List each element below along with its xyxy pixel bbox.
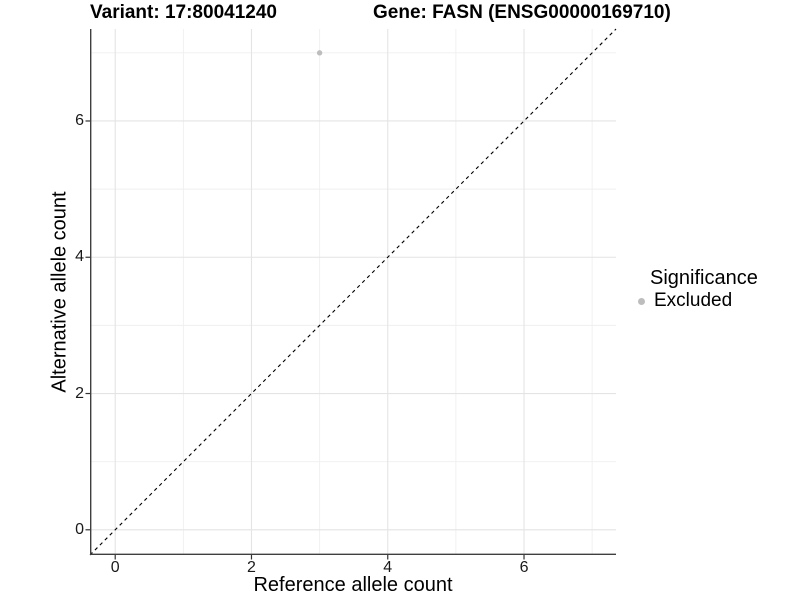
x-axis-title: Reference allele count — [253, 574, 453, 596]
plot-panel — [85, 28, 617, 560]
y-axis-title: Alternative allele count — [48, 191, 71, 393]
identity-reference-line — [89, 28, 617, 556]
x-tick-label: 4 — [383, 559, 393, 576]
y-tick-label: 0 — [75, 520, 84, 538]
excluded-point-icon — [637, 297, 645, 305]
axis-lines — [90, 29, 616, 555]
legend: Significance Excluded — [632, 267, 758, 312]
plot-title-gene: Gene: FASN (ENSG00000169710) — [373, 2, 671, 23]
legend-title: Significance — [650, 267, 758, 289]
legend-item-excluded: Excluded — [632, 290, 758, 312]
legend-item-label: Excluded — [654, 290, 733, 311]
plot-title-variant: Variant: 17:80041240 — [90, 2, 277, 23]
data-point-excluded — [316, 50, 323, 56]
y-tick-label: 6 — [75, 111, 84, 129]
x-tick-label: 6 — [519, 559, 529, 576]
legend-key — [632, 297, 650, 305]
x-tick-label: 2 — [247, 559, 256, 576]
y-tick-label: 2 — [75, 384, 84, 402]
y-tick-label: 4 — [75, 248, 84, 266]
x-tick-label: 0 — [110, 559, 120, 576]
